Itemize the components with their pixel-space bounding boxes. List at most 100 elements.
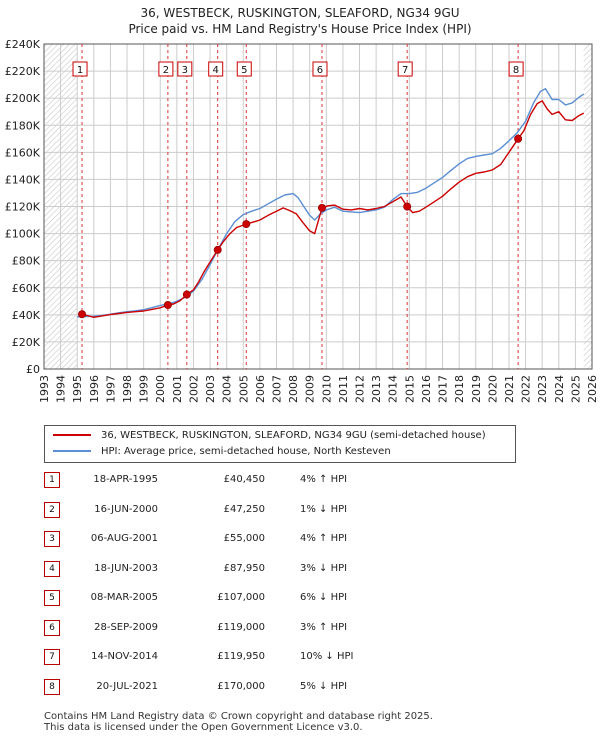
sale-row: 6 28-SEP-2009 £119,000 3% ↑ HPI xyxy=(0,618,600,638)
sale-hpi-change: 5% ↓ HPI xyxy=(300,680,348,692)
x-tick-label: 2008 xyxy=(287,375,300,403)
sale-point xyxy=(78,310,87,319)
y-tick-label: £140K xyxy=(5,173,41,186)
sale-hpi-change: 6% ↓ HPI xyxy=(300,592,348,603)
sale-marker-box xyxy=(508,61,524,77)
sale-price: £55,000 xyxy=(223,533,265,544)
y-tick-label: £200K xyxy=(5,92,41,105)
price-chart: £0 £20K £40K £60K £80K £100K £120K £140K £160K £1… xyxy=(5,38,599,403)
sale-row: 3 06-AUG-2001 £55,000 4% ↑ HPI xyxy=(0,529,600,549)
sale-point xyxy=(514,134,523,143)
y-tick-label: £0 xyxy=(26,363,40,376)
sale-row: 4 18-JUN-2003 £87,950 3% ↓ HPI xyxy=(0,559,600,579)
x-tick-label: 2013 xyxy=(370,375,383,403)
sale-marker-box xyxy=(397,61,413,77)
title-line-2: Price paid vs. HM Land Registry's House … xyxy=(128,22,472,36)
y-tick-label: £120K xyxy=(5,201,41,214)
sale-price: £40,450 xyxy=(223,474,265,485)
sale-price: £119,000 xyxy=(217,621,265,633)
sale-row: 5 08-MAR-2005 £107,000 6% ↓ HPI xyxy=(0,588,600,608)
sale-number-badge: 5 xyxy=(44,590,60,606)
sale-number-badge: 3 xyxy=(44,531,60,547)
x-tick-label: 2001 xyxy=(171,375,184,403)
chart-legend: 36, WESTBECK, RUSKINGTON, SLEAFORD, NG34… xyxy=(44,425,516,463)
sale-number-badge: 7 xyxy=(44,649,60,665)
x-tick-label: 2009 xyxy=(304,375,317,403)
sale-marker-box xyxy=(177,61,193,77)
y-tick-label: £60K xyxy=(12,282,41,295)
sale-marker-number: 5 xyxy=(241,65,247,76)
sale-row: 2 16-JUN-2000 £47,250 1% ↓ HPI xyxy=(0,500,600,520)
sale-hpi-change: 10% ↓ HPI xyxy=(300,651,354,662)
x-tick-label: 1998 xyxy=(121,375,134,403)
sale-point xyxy=(163,301,172,310)
footer: Contains HM Land Registry data © Crown c… xyxy=(44,711,433,733)
sale-number-badge: 6 xyxy=(44,619,60,636)
x-tick-label: 2021 xyxy=(503,375,516,403)
x-tick-label: 2017 xyxy=(437,375,450,403)
legend-label-hpi: HPI: Average price, semi-detached house,… xyxy=(101,446,391,457)
sale-number-badge: 2 xyxy=(44,501,60,518)
sale-date: 06-AUG-2001 xyxy=(90,533,158,544)
sale-date: 08-MAR-2005 xyxy=(90,592,158,603)
x-tick-label: 2014 xyxy=(387,375,400,403)
legend-swatch-hpi xyxy=(53,450,91,452)
sale-row: 1 18-APR-1995 £40,450 4% ↑ HPI xyxy=(0,470,600,490)
sale-marker-box xyxy=(312,61,328,77)
sale-point xyxy=(213,245,222,254)
sale-point xyxy=(403,202,412,211)
sale-point xyxy=(182,290,191,299)
x-tick-label: 2010 xyxy=(320,375,333,403)
x-tick-label: 2006 xyxy=(254,375,267,403)
sale-point xyxy=(317,203,326,212)
sale-hpi-change: 1% ↓ HPI xyxy=(300,503,348,515)
sale-hpi-change: 3% ↓ HPI xyxy=(300,562,348,574)
x-tick-label: 2019 xyxy=(470,375,483,403)
y-tick-label: £160K xyxy=(5,146,41,159)
y-tick-label: £220K xyxy=(5,65,41,78)
sale-price: £87,950 xyxy=(223,562,265,574)
y-tick-label: £180K xyxy=(5,119,41,132)
x-tick-label: 1996 xyxy=(88,375,101,403)
x-tick-label: 1993 xyxy=(38,375,51,403)
sale-point xyxy=(242,220,251,229)
y-tick-label: £100K xyxy=(5,228,41,241)
sale-price: £170,000 xyxy=(217,680,265,692)
sale-hpi-change: 4% ↑ HPI xyxy=(300,474,348,485)
sale-price: £47,250 xyxy=(223,503,265,515)
x-tick-label: 2012 xyxy=(354,375,367,403)
sale-hpi-change: 4% ↑ HPI xyxy=(300,533,348,544)
sale-marker-number: 6 xyxy=(317,65,323,76)
x-tick-label: 2025 xyxy=(569,375,582,403)
x-tick-label: 2016 xyxy=(420,375,433,403)
sale-marker-box xyxy=(236,61,252,77)
x-tick-label: 2011 xyxy=(337,375,350,403)
x-tick-label: 2023 xyxy=(536,375,549,403)
y-tick-label: £20K xyxy=(12,336,41,349)
x-tick-label: 2007 xyxy=(270,375,283,403)
legend-swatch-property xyxy=(53,434,91,436)
sale-date: 14-NOV-2014 xyxy=(91,651,158,662)
x-tick-label: 1997 xyxy=(104,375,117,403)
x-tick-label: 2018 xyxy=(453,375,466,403)
y-tick-label: £240K xyxy=(5,38,41,51)
legend-label-property: 36, WESTBECK, RUSKINGTON, SLEAFORD, NG34… xyxy=(101,430,486,441)
sale-marker-number: 4 xyxy=(213,65,219,76)
x-tick-label: 2005 xyxy=(237,375,250,403)
footer-line-1: Contains HM Land Registry data © Crown c… xyxy=(44,711,433,722)
x-tick-label: 2003 xyxy=(204,375,217,403)
sale-marker-number: 8 xyxy=(513,65,519,76)
legend-item-property: 36, WESTBECK, RUSKINGTON, SLEAFORD, NG34… xyxy=(53,428,486,444)
chart-title: 36, WESTBECK, RUSKINGTON, SLEAFORD, NG34… xyxy=(0,5,600,37)
sale-number-badge: 1 xyxy=(44,472,60,488)
sale-marker-number: 1 xyxy=(77,65,83,76)
x-tick-label: 2022 xyxy=(520,375,533,403)
sale-number-badge: 8 xyxy=(44,678,60,695)
x-tick-label: 1994 xyxy=(55,375,68,403)
sale-date: 16-JUN-2000 xyxy=(94,503,158,515)
sale-date: 18-JUN-2003 xyxy=(94,562,158,574)
x-tick-label: 2002 xyxy=(187,375,200,403)
sale-row: 7 14-NOV-2014 £119,950 10% ↓ HPI xyxy=(0,647,600,667)
sale-marker-number: 3 xyxy=(182,65,188,76)
sale-marker-box xyxy=(208,61,224,77)
